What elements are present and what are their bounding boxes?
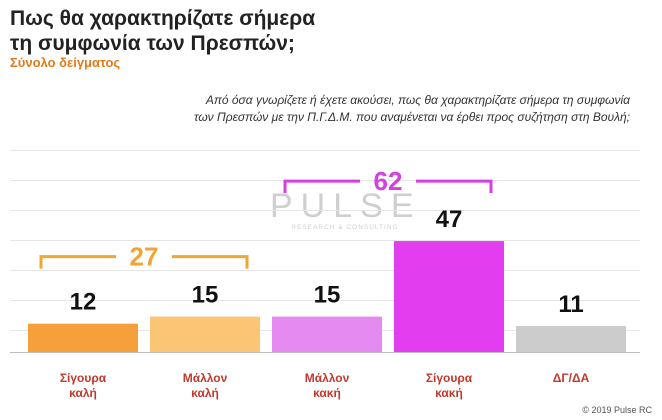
category-label: καλή	[191, 386, 219, 400]
bar-value-label: 15	[314, 282, 341, 309]
category-label: κακή	[435, 386, 463, 400]
survey-question: Από όσα γνωρίζετε ή έχετε ακούσει, πως θ…	[30, 92, 630, 126]
bar-value-label: 47	[436, 206, 463, 233]
chart-title-line-1: Πως θα χαρακτηρίζατε σήμερα	[10, 7, 316, 30]
copyright-notice: © 2019 Pulse RC	[582, 405, 652, 415]
chart-title-line-2: τη συμφωνία των Πρεσπών;	[10, 32, 295, 55]
chart-subtitle: Σύνολο δείγματος	[10, 55, 121, 70]
bar	[272, 316, 382, 352]
group-bracket	[39, 255, 249, 269]
survey-question-line-1: Από όσα γνωρίζετε ή έχετε ακούσει, πως θ…	[205, 93, 630, 107]
watermark-logo-text: PULSE	[270, 187, 422, 225]
category-label: ΔΓ/ΔΑ	[553, 371, 590, 385]
group-bracket	[283, 179, 493, 194]
category-label: Σίγουρα	[60, 371, 107, 385]
category-label: κακή	[313, 386, 341, 400]
survey-question-line-2: των Πρεσπών με την Π.Γ.Δ.Μ. που αναμένετ…	[194, 110, 630, 124]
chart-title: Πως θα χαρακτηρίζατε σήμερα τη συμφωνία …	[10, 6, 430, 56]
category-label: Σίγουρα	[426, 371, 473, 385]
bar	[28, 323, 138, 352]
category-label: καλή	[69, 386, 97, 400]
bar	[516, 326, 626, 352]
bar	[394, 241, 504, 352]
bar-value-label: 11	[558, 291, 583, 318]
bar	[150, 316, 260, 352]
category-label: Μάλλον	[305, 371, 350, 385]
bar-value-label: 15	[192, 282, 219, 309]
group-total-label: 27	[130, 242, 159, 272]
pulse-watermark: PULSE RESEARCH & CONSULTING	[270, 188, 420, 231]
category-label: Μάλλον	[183, 371, 228, 385]
group-total-label: 62	[374, 166, 403, 196]
watermark-tagline: RESEARCH & CONSULTING	[291, 224, 399, 231]
bar-value-label: 12	[70, 289, 97, 316]
